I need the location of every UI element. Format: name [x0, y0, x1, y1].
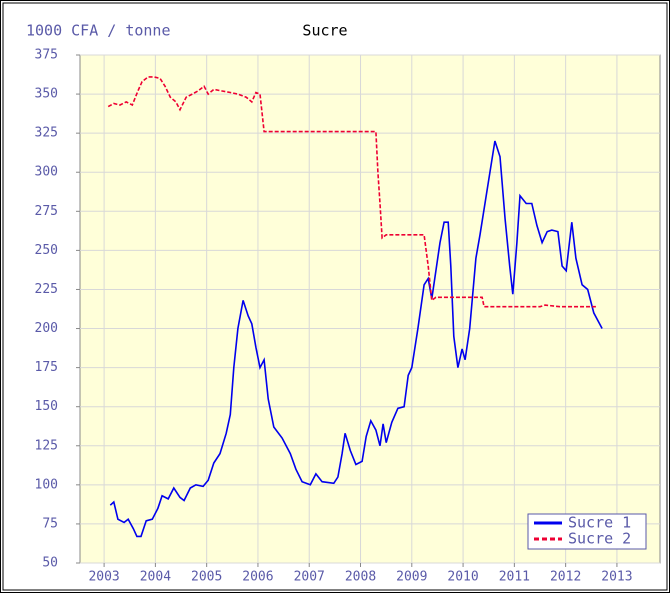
x-tick-label: 2004	[140, 570, 171, 585]
legend-label: Sucre 1	[568, 514, 631, 532]
y-tick-label: 275	[35, 204, 58, 219]
y-tick-label: 125	[35, 438, 58, 453]
y-tick-label: 175	[35, 360, 58, 375]
line	[107, 76, 596, 308]
line	[109, 140, 603, 538]
y-axis-label: 1000 CFA / tonne	[26, 22, 171, 40]
legend-label: Sucre 2	[568, 530, 631, 548]
legend-box	[527, 513, 647, 550]
x-tick-label: 2008	[345, 570, 376, 585]
x-tick-label: 2013	[601, 570, 632, 585]
y-tick-label: 300	[35, 165, 58, 180]
chart-title: Sucre	[302, 22, 347, 40]
y-tick-label: 350	[35, 87, 58, 102]
y-tick-label: 225	[35, 282, 58, 297]
y-tick-label: 75	[42, 516, 58, 531]
x-tick-label: 2010	[447, 570, 478, 585]
y-tick-label: 50	[42, 556, 58, 571]
x-tick-label: 2005	[191, 570, 222, 585]
y-tick-label: 325	[35, 126, 58, 141]
x-tick-label: 2011	[499, 570, 530, 585]
x-tick-label: 2012	[550, 570, 581, 585]
y-tick-label: 375	[35, 48, 58, 63]
plot-area	[79, 54, 661, 564]
x-tick-label: 2003	[88, 570, 119, 585]
x-tick-label: 2007	[294, 570, 325, 585]
x-tick-label: 2006	[242, 570, 273, 585]
x-tick-label: 2009	[396, 570, 427, 585]
y-tick-label: 250	[35, 243, 58, 258]
y-tick-label: 100	[35, 477, 58, 492]
y-tick-label: 150	[35, 399, 58, 414]
y-tick-label: 200	[35, 321, 58, 336]
